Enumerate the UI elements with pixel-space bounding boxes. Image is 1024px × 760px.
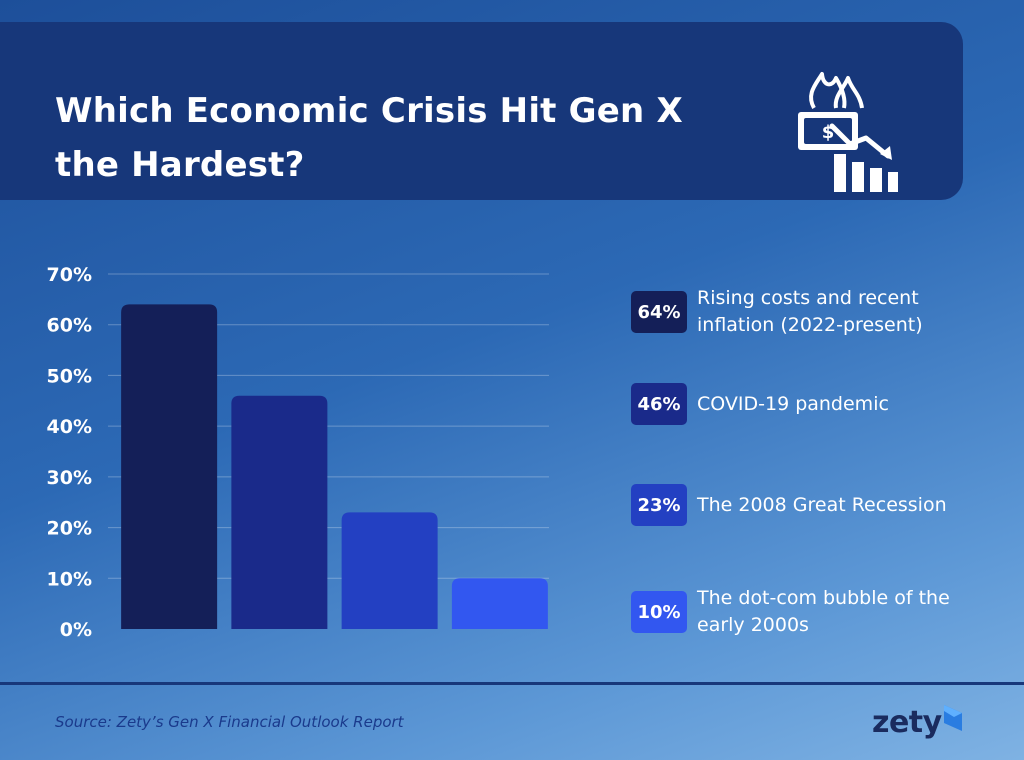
- header-banner: Which Economic Crisis Hit Gen X the Hard…: [0, 22, 963, 200]
- bar: [121, 304, 218, 629]
- y-tick-label: 20%: [47, 518, 92, 540]
- source-note: Source: Zety’s Gen X Financial Outlook R…: [55, 713, 404, 731]
- bar-chart: 0% 10% 20% 30% 40% 50% 60% 70%: [47, 264, 549, 641]
- zety-logo-mark-icon: [943, 705, 962, 731]
- legend-item: 10% The dot-com bubble of the early 2000…: [631, 585, 987, 639]
- bar: [341, 512, 438, 629]
- burning-money-declining-chart-icon: $: [798, 72, 898, 192]
- y-tick-label: 60%: [47, 315, 92, 337]
- legend-label: COVID-19 pandemic: [697, 392, 889, 415]
- y-tick-label: 0%: [60, 619, 92, 641]
- legend-value-badge: 64%: [631, 291, 687, 333]
- legend-label: Rising costs and recent inflation (2022-…: [697, 287, 923, 336]
- footer-divider: [0, 682, 1024, 685]
- legend-item: 64% Rising costs and recent inflation (2…: [631, 285, 987, 339]
- legend-label: The dot-com bubble of the early 2000s: [697, 587, 950, 636]
- y-tick-label: 50%: [47, 365, 92, 387]
- logo-text: zety: [872, 705, 942, 740]
- bar: [231, 395, 328, 629]
- chart-title: Which Economic Crisis Hit Gen X the Hard…: [55, 91, 683, 185]
- y-tick-label: 40%: [47, 416, 92, 438]
- y-tick-label: 70%: [47, 264, 92, 286]
- y-tick-label: 30%: [47, 467, 92, 489]
- legend-value-badge: 10%: [631, 591, 687, 633]
- y-tick-label: 10%: [47, 568, 92, 590]
- legend-value-badge: 23%: [631, 484, 687, 526]
- legend-item: 46% COVID-19 pandemic: [631, 383, 987, 425]
- legend-value-badge: 46%: [631, 383, 687, 425]
- bar: [451, 578, 548, 629]
- legend-label: The 2008 Great Recession: [697, 493, 947, 516]
- zety-logo: zety: [872, 703, 964, 743]
- legend-item: 23% The 2008 Great Recession: [631, 484, 987, 526]
